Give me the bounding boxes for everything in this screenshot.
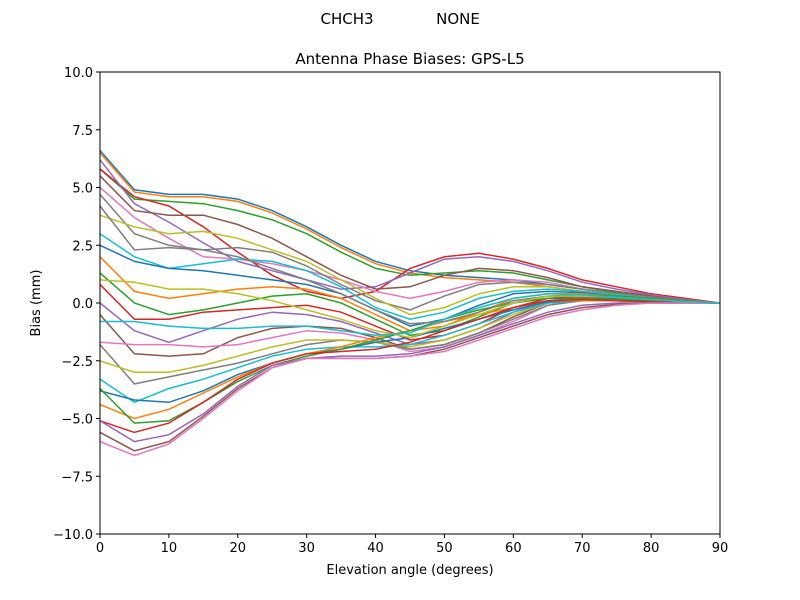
suptitle-model: NONE bbox=[436, 10, 480, 28]
series-line-3 bbox=[100, 168, 720, 304]
y-axis: 10.0 7.5 5.0 2.5 0.0 −2.5 −5.0 −7.5 −10.0 bbox=[53, 66, 100, 543]
y-tick-label: 10.0 bbox=[64, 66, 93, 81]
x-tick-label: 60 bbox=[505, 541, 522, 556]
series-line-23 bbox=[100, 298, 720, 434]
x-tick-label: 70 bbox=[574, 541, 591, 556]
series-line-12 bbox=[100, 272, 720, 337]
series-line-29 bbox=[100, 293, 720, 337]
x-axis: 0 10 20 30 40 50 60 70 80 90 bbox=[96, 534, 728, 556]
series-group bbox=[100, 150, 720, 457]
x-tick-label: 50 bbox=[436, 541, 453, 556]
x-tick-label: 0 bbox=[96, 541, 104, 556]
y-tick-label: −5.0 bbox=[61, 413, 93, 428]
series-line-2 bbox=[100, 168, 720, 304]
x-tick-label: 30 bbox=[298, 541, 315, 556]
y-tick-label: −7.5 bbox=[61, 470, 93, 485]
y-tick-label: 2.5 bbox=[72, 239, 93, 254]
x-axis-label: Elevation angle (degrees) bbox=[326, 563, 493, 578]
chart-title: Antenna Phase Biases: GPS-L5 bbox=[295, 50, 524, 68]
series-line-5 bbox=[100, 175, 720, 304]
y-tick-label: −2.5 bbox=[61, 355, 93, 370]
suptitle-station: CHCH3 bbox=[320, 10, 373, 28]
series-line-9 bbox=[100, 233, 720, 320]
x-tick-label: 10 bbox=[161, 541, 178, 556]
x-tick-label: 90 bbox=[712, 541, 729, 556]
series-line-4 bbox=[100, 159, 720, 304]
x-tick-label: 20 bbox=[230, 541, 247, 556]
x-tick-label: 40 bbox=[367, 541, 384, 556]
y-tick-label: 7.5 bbox=[72, 124, 93, 139]
y-tick-label: −10.0 bbox=[53, 528, 93, 543]
y-tick-label: 0.0 bbox=[72, 297, 93, 312]
y-tick-label: 5.0 bbox=[72, 182, 93, 197]
x-tick-label: 80 bbox=[643, 541, 660, 556]
series-line-24 bbox=[100, 302, 720, 443]
series-line-26 bbox=[100, 302, 720, 457]
y-axis-label: Bias (mm) bbox=[29, 270, 44, 337]
